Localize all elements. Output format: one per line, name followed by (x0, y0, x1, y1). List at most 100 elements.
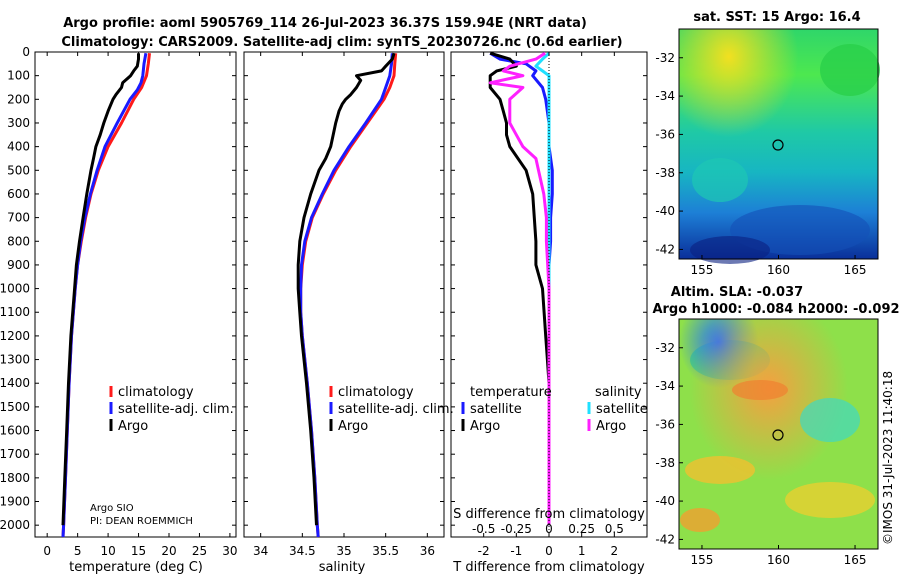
sal-legend-climatology-label: climatology (338, 385, 414, 400)
depth-tick-label: 1800 (0, 471, 30, 485)
salinity-series (296, 52, 398, 538)
lat-tick-label: -38 (655, 166, 675, 180)
difference-legend: temperature salinity satellite Argo sate… (461, 385, 648, 434)
temperature-tick-label: 25 (192, 544, 207, 558)
legend-argo-label: Argo (118, 419, 148, 434)
temperature-tick-label: 30 (222, 544, 237, 558)
depth-tick-label: 200 (7, 92, 30, 106)
sla-map-title1: Altim. SLA: -0.037 (671, 285, 803, 300)
argo-credit-line2: PI: DEAN ROEMMICH (90, 516, 193, 527)
depth-tick-label: 900 (7, 258, 30, 272)
sla-map-ticks: 155 160 165 -32 -34 -36 -38 -40 -42 (655, 341, 866, 567)
depth-tick-label: 1900 (0, 495, 30, 509)
depth-tick-label: 1700 (0, 447, 30, 461)
temperature-tick-label: 15 (131, 544, 146, 558)
lon-tick-label: 165 (844, 263, 867, 277)
sdiff-tick-label: -0.25 (501, 522, 532, 536)
title-line1: Argo profile: aoml 5905769_114 26-Jul-20… (63, 16, 587, 31)
argo-location-marker (772, 139, 784, 151)
salinity-tick-label: 35.5 (372, 544, 399, 558)
difference-series (488, 51, 554, 526)
diff-legend-sargo-label: Argo (596, 419, 626, 434)
diff-legend-salinity: salinity (595, 385, 642, 400)
temperature-legend: climatology satellite-adj. clim. Argo (109, 385, 234, 434)
lon-tick-label: 155 (691, 553, 714, 567)
sal-legend-satellite-label: satellite-adj. clim. (338, 402, 454, 417)
temperature-series (61, 52, 151, 538)
lat-tick-label: -36 (655, 417, 675, 431)
depth-tick-label: 1300 (0, 353, 30, 367)
depth-tick-label: 700 (7, 211, 30, 225)
series-line-argo (61, 53, 140, 526)
lat-tick-label: -34 (655, 379, 675, 393)
diff-legend-targo-label: Argo (470, 419, 500, 434)
depth-tick-label: 1600 (0, 424, 30, 438)
salinity-tick-label: 36 (420, 544, 435, 558)
lat-tick-label: -40 (655, 204, 675, 218)
diff-legend-tsat-label: satellite (470, 402, 522, 417)
depth-tick-label: 500 (7, 163, 30, 177)
x-tick-labels: 0 5 10 15 20 25 30 34 34.5 35 35.5 36 -2 -1 0 1 2 -0.5 -0.… (43, 52, 624, 558)
lat-tick-label: -34 (655, 89, 675, 103)
temperature-tick-label: 10 (100, 544, 115, 558)
sst-map-ticks: 155 160 165 -32 -34 -36 -38 -40 -42 (655, 51, 866, 277)
legend-satellite-label: satellite-adj. clim. (118, 402, 234, 417)
lon-tick-label: 165 (844, 553, 867, 567)
depth-tick-label: 1100 (0, 305, 30, 319)
depth-tick-label: 400 (7, 140, 30, 154)
lat-tick-label: -38 (655, 456, 675, 470)
legend-climatology-label: climatology (118, 385, 194, 400)
lat-tick-label: -36 (655, 127, 675, 141)
salinity-axes (243, 51, 445, 538)
lat-tick-label: -42 (655, 242, 675, 256)
series-line-s-argo (488, 51, 551, 526)
depth-tick-label: 800 (7, 234, 30, 248)
sdiff-label: S difference from climatology (453, 507, 645, 522)
lat-tick-label: -40 (655, 494, 675, 508)
argo-credit-line1: Argo SIO (90, 503, 134, 514)
depth-tick-label: 600 (7, 187, 30, 201)
temperature-xlabel: temperature (deg C) (69, 560, 203, 575)
depth-tick-label: 1500 (0, 400, 30, 414)
tdiff-tick-label: 2 (611, 544, 619, 558)
series-line-t-argo (488, 51, 551, 526)
sla-map (678, 318, 879, 550)
lon-tick-label: 160 (767, 263, 790, 277)
temperature-tick-label: 0 (43, 544, 51, 558)
diff-legend-ssat-label: satellite (596, 402, 648, 417)
depth-tick-label: 1000 (0, 282, 30, 296)
sst-map (678, 28, 880, 264)
depth-tick-label: 1400 (0, 376, 30, 390)
tdiff-tick-label: -1 (510, 544, 522, 558)
tdiff-xlabel: T difference from climatology (452, 560, 645, 575)
depth-tick-label: 1200 (0, 329, 30, 343)
temperature-tick-label: 20 (161, 544, 176, 558)
depth-tick-label: 100 (7, 69, 30, 83)
lon-tick-label: 155 (691, 263, 714, 277)
title-line2: Climatology: CARS2009. Satellite-adj cli… (61, 35, 622, 50)
lat-tick-label: -32 (655, 51, 675, 65)
salinity-tick-label: 34 (253, 544, 268, 558)
sdiff-tick-label: -0.5 (472, 522, 495, 536)
depth-tick-label: 300 (7, 116, 30, 130)
sdiff-tick-label: 0.25 (568, 522, 595, 536)
sst-map-title: sat. SST: 15 Argo: 16.4 (693, 10, 860, 25)
temperature-axes (34, 51, 237, 538)
sla-map-title2: Argo h1000: -0.084 h2000: -0.092 (652, 302, 899, 317)
sdiff-tick-label: 0.5 (605, 522, 624, 536)
depth-tick-labels: 0 100 200 300 400 500 600 700 800 900 1000 1100 1200… (0, 45, 647, 532)
temperature-tick-label: 5 (74, 544, 82, 558)
tdiff-tick-label: -2 (478, 544, 490, 558)
lat-tick-label: -32 (655, 341, 675, 355)
tdiff-tick-label: 1 (578, 544, 586, 558)
tdiff-tick-label: 0 (545, 544, 553, 558)
lon-tick-label: 160 (767, 553, 790, 567)
depth-tick-label: 0 (22, 45, 30, 59)
salinity-tick-label: 34.5 (289, 544, 316, 558)
salinity-xlabel: salinity (319, 560, 366, 575)
diff-legend-temperature: temperature (470, 385, 552, 400)
argo-location-marker-sla (772, 429, 784, 441)
imos-credit: ©IMOS 31-Jul-2023 11:40:18 (881, 371, 895, 545)
depth-tick-label: 2000 (0, 518, 30, 532)
